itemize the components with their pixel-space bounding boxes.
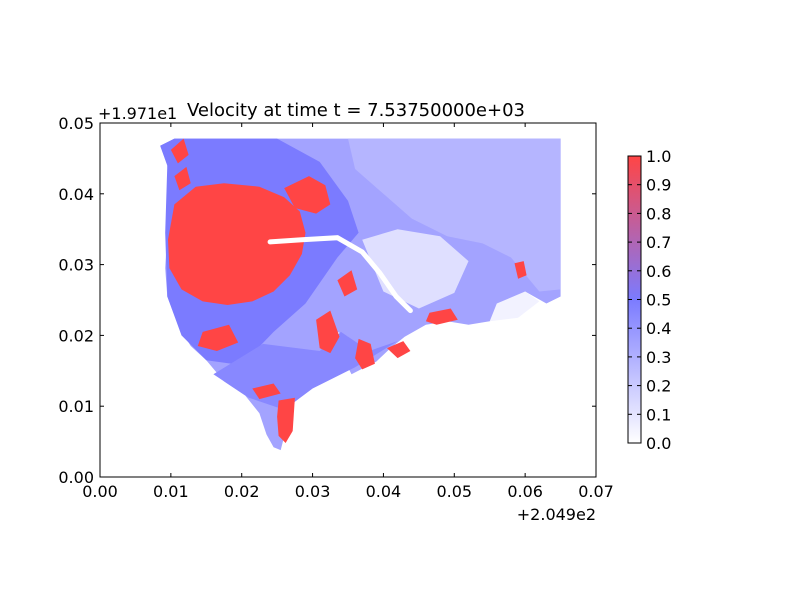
x-tick-label-4: 0.04 — [366, 482, 402, 501]
plot-frame — [99, 122, 597, 478]
colorbar: 0.0 0.1 0.2 0.3 0.4 0.5 0.6 0.7 0.8 0.9 1.0 — [627, 147, 671, 453]
y-tick-label-top: 0.05 — [58, 114, 94, 133]
x-tick-label-0: 0.00 — [82, 482, 118, 501]
colorbar-tick-label-1: 0.1 — [646, 405, 671, 424]
velocity-region-4 — [489, 291, 540, 322]
y-tick-label-3: 0.03 — [58, 256, 94, 275]
x-axis: 0.00 0.01 0.02 0.03 0.04 0.05 0.06 0.07 — [82, 123, 614, 501]
velocity-region-12 — [355, 338, 375, 370]
velocity-region-16 — [277, 397, 295, 443]
velocity-field — [160, 138, 561, 451]
velocity-streak-0 — [267, 235, 413, 314]
velocity-region-13 — [387, 341, 411, 359]
x-tick-label-7: 0.07 — [578, 482, 614, 501]
y-tick-label-1: 0.01 — [58, 397, 94, 416]
y-axis: 0.00 0.01 0.02 0.03 0.04 0.05 — [58, 114, 596, 487]
colorbar-tick-label-0: 0.0 — [646, 434, 671, 453]
velocity-region-17 — [514, 261, 527, 279]
velocity-region-10 — [316, 310, 340, 354]
x-tick-label-1: 0.01 — [153, 482, 189, 501]
velocity-region-6 — [284, 176, 331, 214]
colorbar-tick-label-10: 1.0 — [646, 147, 671, 166]
velocity-region-11 — [337, 270, 358, 297]
x-tick-label-3: 0.03 — [295, 482, 331, 501]
x-offset-label: +2.049e2 — [517, 505, 596, 524]
velocity-region-0 — [348, 138, 561, 292]
velocity-region-14 — [425, 308, 458, 325]
x-tick-label-5: 0.05 — [436, 482, 472, 501]
colorbar-tick-label-6: 0.6 — [646, 262, 671, 281]
y-tick-label-0: 0.00 — [58, 468, 94, 487]
colorbar-tick-label-5: 0.5 — [646, 291, 671, 310]
x-tick-label-6: 0.06 — [507, 482, 543, 501]
y-offset-label: +1.971e1 — [98, 104, 177, 123]
velocity-region-7 — [170, 138, 189, 164]
colorbar-tick-label-9: 0.9 — [646, 176, 671, 195]
plot-area — [100, 123, 596, 477]
velocity-region-15 — [252, 383, 281, 400]
y-tick-label-4: 0.04 — [58, 185, 94, 204]
x-tick-label-2: 0.02 — [224, 482, 260, 501]
y-tick-label-2: 0.02 — [58, 326, 94, 345]
velocity-region-9 — [197, 324, 239, 351]
velocity-region-8 — [174, 166, 191, 191]
colorbar-tick-label-8: 0.8 — [646, 204, 671, 223]
colorbar-tick-label-2: 0.2 — [646, 377, 671, 396]
chart-title: Velocity at time t = 7.53750000e+03 — [187, 100, 525, 121]
colorbar-tick-label-4: 0.4 — [646, 319, 671, 338]
velocity-region-5 — [168, 183, 306, 305]
colorbar-ticks: 0.0 0.1 0.2 0.3 0.4 0.5 0.6 0.7 0.8 0.9 1.0 — [628, 147, 671, 453]
colorbar-tick-label-3: 0.3 — [646, 348, 671, 367]
colorbar-tick-label-7: 0.7 — [646, 233, 671, 252]
